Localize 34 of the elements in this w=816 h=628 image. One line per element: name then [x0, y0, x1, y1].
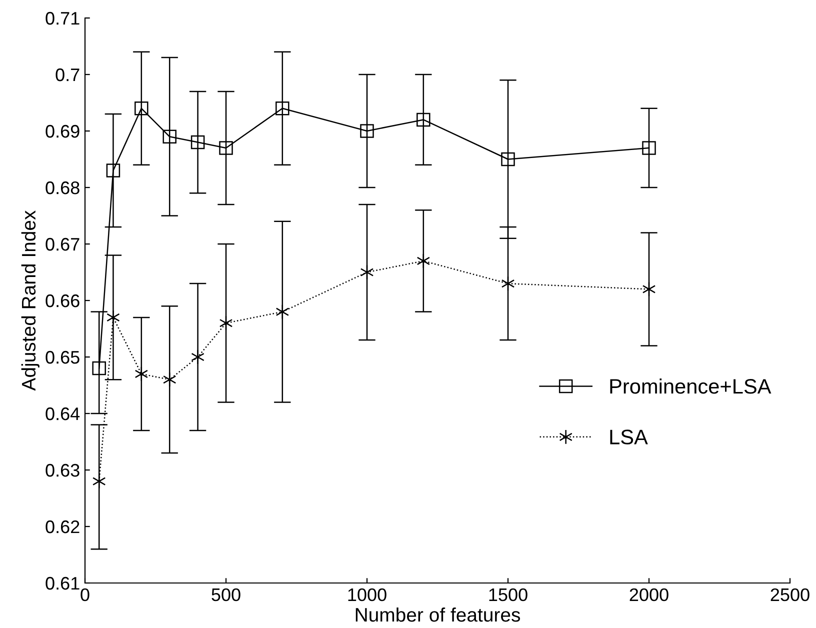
point [501, 152, 515, 166]
y-tick-label: 0.65 [46, 350, 80, 364]
y-tick-label: 0.7 [56, 68, 80, 82]
y-tick-label: 0.66 [46, 294, 80, 308]
point [416, 112, 430, 127]
legend-label: LSA [610, 430, 648, 444]
x-tick-label: 1500 [489, 588, 528, 602]
x-tick-label: 0 [80, 588, 90, 602]
y-tick-label: 0.68 [46, 181, 80, 194]
y-axis-title: Adjusted Rand Index [21, 210, 40, 391]
y-tick-label: 0.61 [46, 576, 80, 590]
x-tick-label: 2500 [770, 588, 810, 602]
point [276, 102, 290, 116]
point [106, 164, 120, 178]
x-axis-title: Number of features [356, 607, 520, 622]
point [134, 102, 148, 116]
x-tick-label: 1000 [348, 588, 386, 602]
y-tick-label: 0.64 [46, 407, 80, 420]
x-tick-label: 500 [212, 588, 240, 602]
y-tick-label: 0.71 [46, 12, 80, 25]
y-tick-label: 0.62 [46, 520, 80, 534]
point [190, 135, 205, 150]
point [360, 124, 374, 138]
point [92, 361, 106, 376]
point [191, 349, 204, 365]
point [162, 130, 176, 144]
y-tick-label: 0.69 [46, 124, 80, 138]
y-tick-label: 0.67 [46, 238, 80, 251]
y-tick-label: 0.63 [46, 464, 80, 477]
point [219, 141, 233, 155]
point [106, 310, 120, 326]
point [642, 141, 656, 155]
x-tick-label: 2000 [630, 588, 668, 602]
legend-label: Prominence+LSA [610, 378, 772, 394]
